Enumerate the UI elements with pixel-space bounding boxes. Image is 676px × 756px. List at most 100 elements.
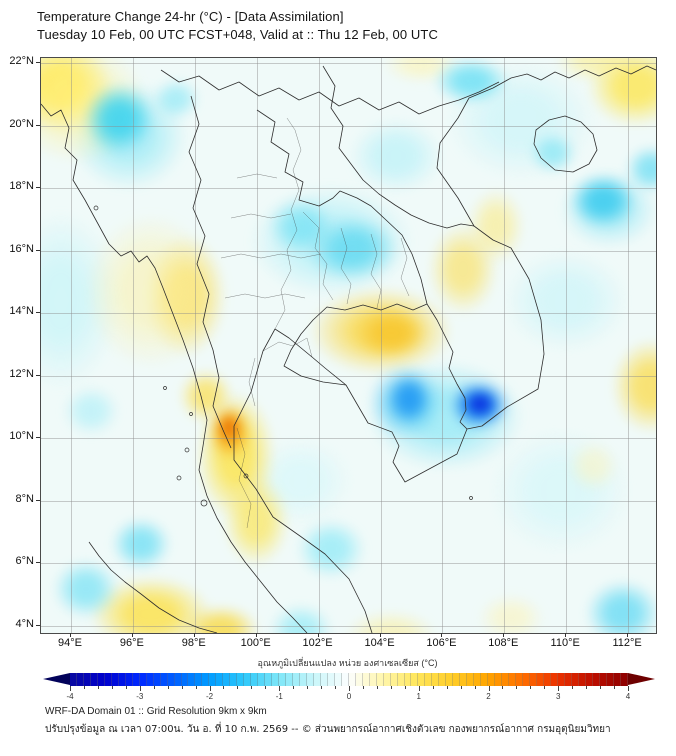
gridline [628, 58, 630, 633]
colorbar-segment [481, 673, 489, 686]
color-blob [336, 108, 456, 204]
colorbar-left-arrow [43, 673, 70, 685]
colorbar-tick [558, 686, 560, 691]
colorbar-segment [404, 673, 412, 686]
color-blob [287, 511, 375, 587]
lat-tick [36, 562, 40, 564]
color-blob [461, 388, 499, 420]
colorbar-segment [383, 673, 391, 686]
colorbar-segment [230, 673, 238, 686]
colorbar-segment [390, 673, 398, 686]
colorbar-segment [83, 673, 91, 686]
colorbar-segment [613, 673, 621, 686]
colorbar-tick-label: -3 [136, 692, 144, 701]
colorbar-segment [327, 673, 335, 686]
colorbar-segment [467, 673, 475, 686]
lon-tick [70, 633, 71, 637]
colorbar-tick [516, 686, 518, 689]
lon-tick-label: 98°E [181, 637, 206, 649]
colorbar-segment [286, 673, 293, 686]
colorbar-segment [139, 673, 147, 686]
country-borders [41, 65, 656, 633]
colorbar-segment [216, 673, 224, 686]
colorbar-tick [600, 686, 602, 689]
colorbar-tick [404, 686, 406, 689]
gridline [132, 58, 134, 633]
colorbar-segment [132, 673, 140, 686]
colorbar-tick-label: 0 [346, 692, 352, 701]
map-plot [40, 57, 657, 634]
colorbar-segment [306, 673, 314, 686]
colorbar-segment [167, 673, 175, 686]
colorbar-segment [369, 673, 377, 686]
lon-tick [317, 633, 319, 637]
gridline [41, 250, 656, 252]
gridline [41, 63, 656, 64]
colorbar-segment [578, 673, 586, 686]
colorbar-segment [202, 673, 210, 686]
lat-tick [36, 312, 40, 314]
colorbar-tick [446, 686, 448, 689]
color-blob [55, 379, 127, 443]
colorbar-segment [543, 673, 551, 686]
colorbar-tick [209, 686, 211, 691]
colorbar-segment [223, 673, 231, 686]
border-myanmar-thailand [188, 95, 232, 449]
gridline [41, 625, 656, 627]
colorbar-tick [181, 686, 183, 689]
lat-tick-label: 12°N [9, 367, 34, 380]
page-subtitle: Tuesday 10 Feb, 00 UTC FCST+048, Valid a… [37, 27, 438, 42]
gridline [318, 58, 320, 633]
gridline [442, 58, 444, 633]
colorbar-segment [529, 673, 537, 686]
colorbar-tick [307, 686, 309, 689]
colorbar-tick-label: -1 [275, 692, 283, 701]
colorbar-segment [118, 673, 126, 686]
colorbar-tick [125, 686, 127, 689]
gridline [504, 58, 506, 633]
lat-tick [36, 249, 40, 251]
colorbar-tick [418, 686, 420, 691]
colorbar-segment [502, 673, 510, 686]
colorbar-tick [362, 686, 364, 689]
colorbar-segment [70, 673, 77, 686]
coastline-china [510, 65, 656, 81]
lat-tick [36, 187, 40, 189]
lon-tick-label: 110°E [550, 637, 580, 649]
lat-tick-label: 14°N [9, 305, 34, 318]
colorbar-segment [620, 673, 628, 686]
lon-tick-label: 96°E [119, 637, 144, 649]
color-blob [382, 368, 436, 430]
lat-tick [36, 374, 40, 376]
title-block: Temperature Change 24-hr (°C) - [Data As… [37, 8, 438, 44]
colorbar-tick [265, 686, 267, 689]
colorbar-segment [279, 673, 287, 686]
page-title: Temperature Change 24-hr (°C) - [Data As… [37, 9, 344, 24]
lon-tick-label: 108°E [488, 637, 519, 649]
colorbar-segment [606, 673, 614, 686]
colorbar-segment [209, 673, 217, 686]
colorbar-segment [355, 673, 363, 686]
colorbar-tick [293, 686, 295, 689]
colorbar-tick [460, 686, 462, 689]
lon-tick [441, 633, 443, 637]
colorbar-segment [536, 673, 544, 686]
colorbar-segment [251, 673, 259, 686]
colorbar-segment [362, 673, 370, 686]
colorbar-tick [488, 686, 490, 691]
colorbar-segment [474, 673, 482, 686]
lon-tick [193, 633, 195, 637]
colorbar-segment [160, 673, 168, 686]
colorbar-segment [425, 673, 433, 686]
lon-tick [627, 633, 629, 637]
colorbar-segment [488, 673, 496, 686]
color-blob [215, 409, 243, 447]
lon-tick-label: 104°E [364, 637, 395, 649]
colorbar-segment [181, 673, 189, 686]
colorbar-tick-label: -4 [66, 692, 74, 701]
colorbar-segment [411, 673, 419, 686]
lat-tick [36, 124, 40, 126]
colorbar-segment [125, 673, 133, 686]
colorbar-tick-label: 1 [416, 692, 421, 701]
colorbar-tick [376, 686, 378, 689]
